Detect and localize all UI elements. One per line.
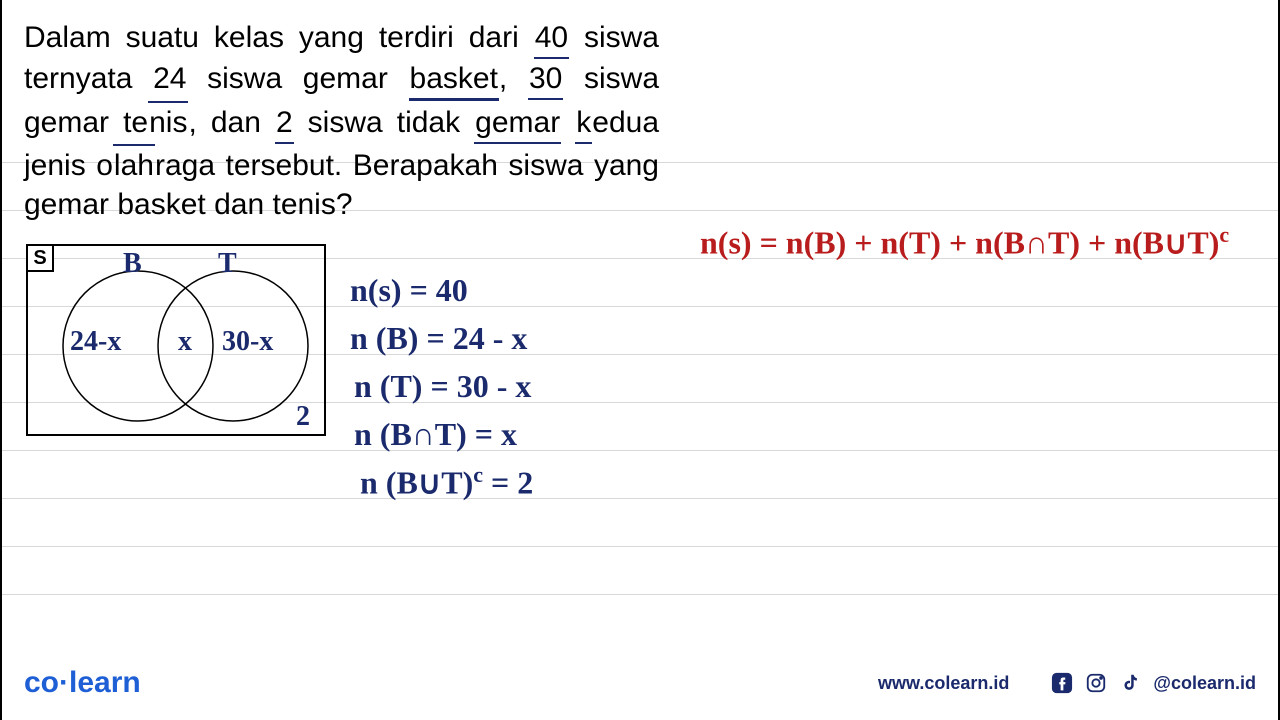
footer-handle[interactable]: @colearn.id <box>1153 673 1256 694</box>
footer-url[interactable]: www.colearn.id <box>878 673 1009 694</box>
facebook-icon[interactable] <box>1051 672 1073 694</box>
equation-blue-1: n (B) = 24 - x <box>350 320 527 357</box>
notebook-rule <box>2 546 1278 547</box>
footer: co·learn www.colearn.id @colearn.id <box>24 666 1256 700</box>
notebook-rule <box>2 498 1278 499</box>
equation-blue-3: n (B∩T) = x <box>354 416 517 453</box>
venn-region-b-only: 24-x <box>70 326 121 358</box>
brand-dot: · <box>59 666 69 699</box>
venn-region-outside: 2 <box>296 401 310 433</box>
brand-learn: learn <box>69 666 141 699</box>
venn-region-t-only: 30-x <box>222 326 273 358</box>
page: Dalam suatu kelas yang terdiri dari 40 s… <box>0 0 1280 720</box>
question-text: Dalam suatu kelas yang terdiri dari 40 s… <box>24 18 659 224</box>
notebook-rule <box>2 450 1278 451</box>
venn-diagram: S B T 24-x x 30-x 2 <box>26 244 326 436</box>
formula-red: n(s) = n(B) + n(T) + n(B∩T) + n(B∪T)c <box>700 222 1229 262</box>
venn-label-t: T <box>218 248 237 280</box>
equation-blue-0: n(s) = 40 <box>350 272 468 309</box>
footer-right: www.colearn.id @colearn.id <box>878 672 1256 694</box>
brand-logo: co·learn <box>24 666 141 700</box>
venn-label-b: B <box>123 248 142 280</box>
tiktok-icon[interactable] <box>1119 672 1141 694</box>
equation-blue-2: n (T) = 30 - x <box>354 368 531 405</box>
equation-blue-4: n (B∪T)c = 2 <box>360 462 533 502</box>
notebook-rule <box>2 594 1278 595</box>
instagram-icon[interactable] <box>1085 672 1107 694</box>
venn-region-intersection: x <box>178 326 192 358</box>
brand-co: co <box>24 666 59 699</box>
